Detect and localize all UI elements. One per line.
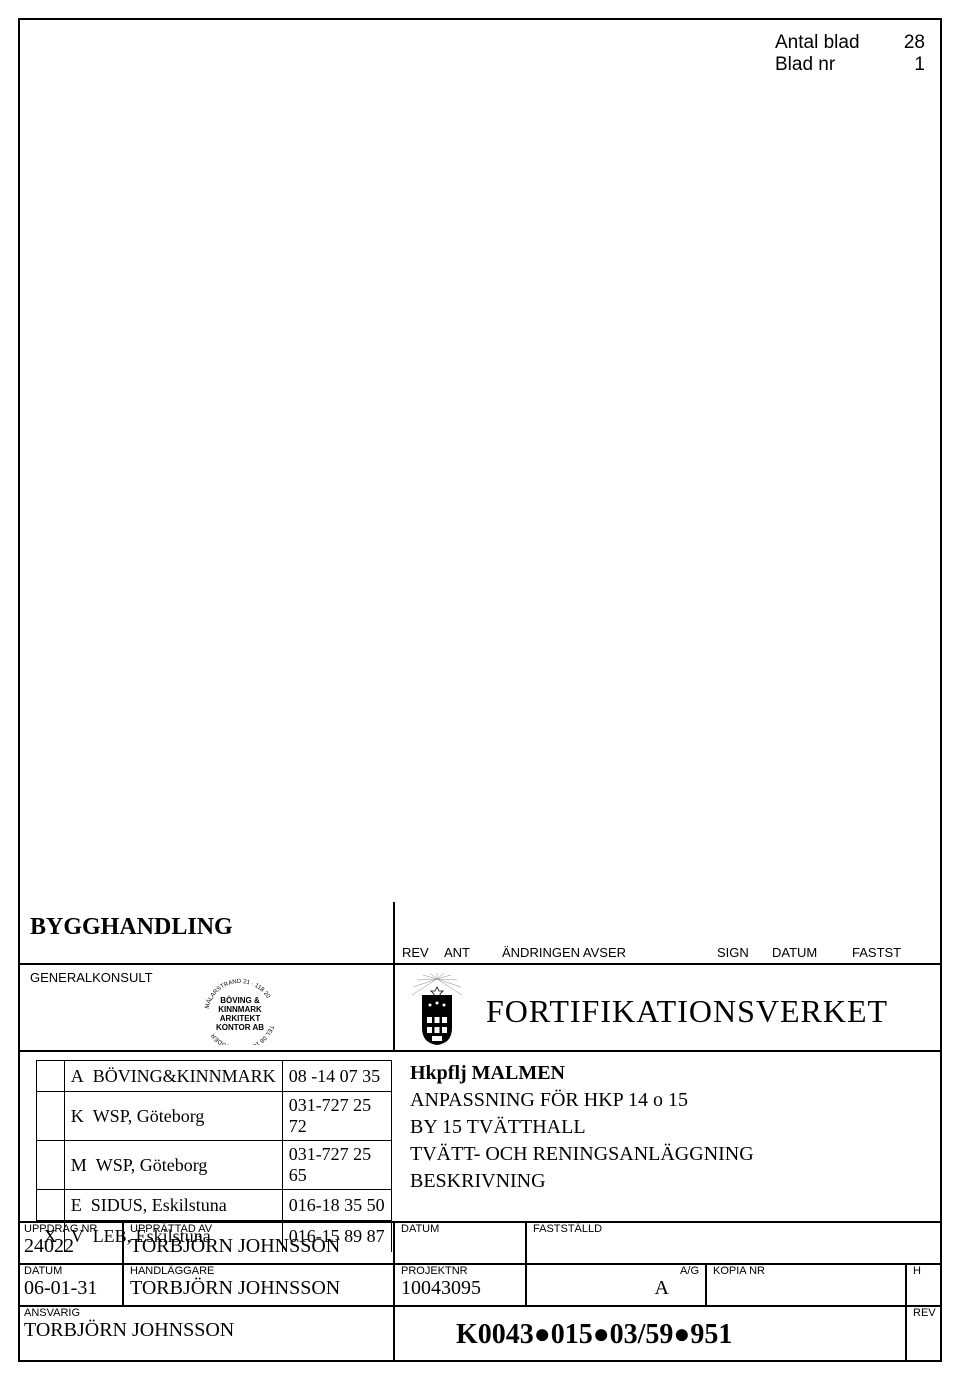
blad-nr-value: 1 <box>885 54 925 76</box>
ansvarig-label: ANSVARIG <box>24 1307 387 1319</box>
project-line: BESKRIVNING <box>410 1168 754 1195</box>
projektnr-label: PROJEKTNR <box>401 1265 519 1277</box>
antal-blad-label: Antal blad <box>775 32 885 54</box>
projektnr-value: 10043095 <box>401 1277 481 1299</box>
datum-col: DATUM <box>772 945 852 960</box>
fortifikationsverket-crest-icon <box>400 973 475 1048</box>
rev-label: REV <box>913 1307 934 1319</box>
svg-text:KONTOR AB: KONTOR AB <box>216 1023 264 1032</box>
project-line: BY 15 TVÄTTHALL <box>410 1114 754 1141</box>
fortifikationsverket-title: FORTIFIKATIONSVERKET <box>486 993 888 1030</box>
svg-text:ARKITEKT: ARKITEKT <box>220 1014 261 1023</box>
uppdrag-nr-value: 24022 <box>24 1235 74 1257</box>
handlaggare-value: TORBJÖRN JOHNSSON <box>130 1277 340 1299</box>
project-line: TVÄTT- OCH RENINGSANLÄGGNING <box>410 1141 754 1168</box>
hline <box>18 1050 942 1052</box>
rev-col: REV <box>402 945 444 960</box>
datum-label: DATUM <box>24 1265 116 1277</box>
handlaggare-label: HANDLÄGGARE <box>130 1265 387 1277</box>
upprattad-av-label: UPPRÄTTAD AV <box>130 1223 387 1235</box>
uppdrag-nr-label: UPPDRAG NR <box>24 1223 116 1235</box>
consultant-phone: 08 -14 07 35 <box>282 1061 391 1092</box>
ant-col: ANT <box>444 945 502 960</box>
ag-value: A <box>533 1277 699 1300</box>
table-row: M WSP, Göteborg 031-727 25 65 <box>37 1141 392 1190</box>
h-label: H <box>913 1265 934 1277</box>
sign-col: SIGN <box>717 945 772 960</box>
generalkonsult-label: GENERALKONSULT <box>30 970 153 985</box>
page-count-block: Antal blad 28 Blad nr 1 <box>775 32 925 76</box>
consultant-name: A BÖVING&KINNMARK <box>64 1061 282 1092</box>
upprattad-av-value: TORBJÖRN JOHNSSON <box>130 1235 340 1257</box>
project-line: ANPASSNING FÖR HKP 14 o 15 <box>410 1087 754 1114</box>
faststalld-label: FASTSTÄLLD <box>533 1223 934 1235</box>
table-row: A BÖVING&KINNMARK 08 -14 07 35 <box>37 1061 392 1092</box>
datum2-label: DATUM <box>401 1223 519 1235</box>
project-description: Hkpflj MALMEN ANPASSNING FÖR HKP 14 o 15… <box>410 1060 754 1195</box>
consultant-mark <box>37 1061 65 1092</box>
document-number: K0043●015●03/59●951 <box>456 1318 732 1351</box>
table-row: K WSP, Göteborg 031-727 25 72 <box>37 1092 392 1141</box>
table-row: E SIDUS, Eskilstuna 016-18 35 50 <box>37 1190 392 1221</box>
kopianr-label: KOPIA NR <box>713 1265 899 1277</box>
hline <box>18 963 942 965</box>
ag-label: A/G <box>533 1265 699 1277</box>
blad-nr-label: Blad nr <box>775 54 885 76</box>
svg-text:BÖVING &: BÖVING & <box>220 996 260 1005</box>
antal-blad-value: 28 <box>885 32 925 54</box>
fields-row-1: UPPDRAG NR 24022 UPPRÄTTAD AV TORBJÖRN J… <box>18 1221 942 1263</box>
datum-value: 06-01-31 <box>24 1277 97 1299</box>
fields-row-2: DATUM 06-01-31 HANDLÄGGARE TORBJÖRN JOHN… <box>18 1263 942 1305</box>
bk-logo: MÄLARSTRAND 21 · 118 20 TEL 08 14 07 35 … <box>200 975 280 1045</box>
bygghandling-title: BYGGHANDLING <box>30 914 233 941</box>
project-title: Hkpflj MALMEN <box>410 1060 754 1087</box>
divider-vertical <box>393 902 395 1050</box>
svg-text:KINNMARK: KINNMARK <box>218 1005 262 1014</box>
ansvarig-value: TORBJÖRN JOHNSSON <box>24 1319 234 1341</box>
andringen-col: ÄNDRINGEN AVSER <box>502 945 717 960</box>
revision-header: REV ANT ÄNDRINGEN AVSER SIGN DATUM FASTS… <box>402 945 912 960</box>
fastst-col: FASTST <box>852 945 912 960</box>
